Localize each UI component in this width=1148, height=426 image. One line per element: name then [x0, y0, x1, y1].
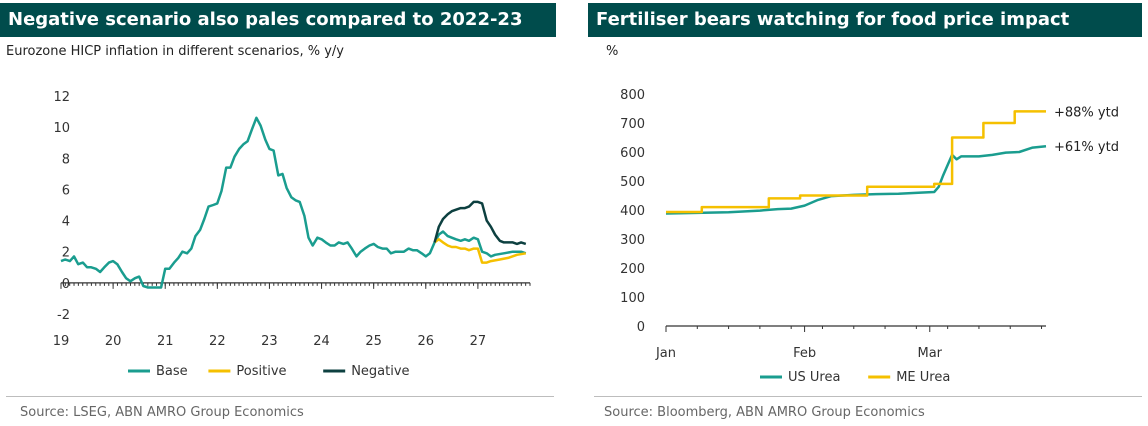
y-tick-label: 700 — [620, 117, 645, 132]
right-chart-source: Source: Bloomberg, ABN AMRO Group Econom… — [604, 405, 925, 420]
x-tick-label: 25 — [365, 334, 382, 349]
left-chart-subtitle: Eurozone HICP inflation in different sce… — [6, 44, 344, 59]
x-tick-label: 24 — [313, 334, 330, 349]
series-line-us-urea — [665, 144, 1047, 215]
left-chart-title: Negative scenario also pales compared to… — [0, 3, 556, 37]
legend-label-me-urea: ME Urea — [896, 370, 950, 385]
y-tick-label: 12 — [53, 90, 70, 105]
left-source-divider — [6, 396, 554, 397]
series-line-negative — [433, 200, 527, 246]
series-line-base — [60, 116, 527, 289]
y-tick-label: 600 — [620, 146, 645, 161]
x-tick-label: Jan — [655, 346, 676, 361]
y-tick-label: 300 — [620, 233, 645, 248]
y-tick-label: 4 — [62, 215, 70, 230]
y-tick-label: 10 — [53, 121, 70, 136]
series-line-me-urea — [666, 110, 1046, 214]
y-tick-label: 400 — [620, 204, 645, 219]
y-tick-label: 0 — [62, 277, 70, 292]
legend-label-base: Base — [156, 364, 188, 379]
x-tick-label: 23 — [261, 334, 278, 349]
legend-label-negative: Negative — [351, 364, 409, 379]
left-chart-panel: Negative scenario also pales compared to… — [0, 0, 556, 426]
legend-label-us-urea: US Urea — [788, 370, 840, 385]
x-tick-label: 21 — [157, 334, 174, 349]
y-tick-label: 6 — [62, 183, 70, 198]
y-tick-label: 200 — [620, 262, 645, 277]
annotation-label: +88% ytd — [1054, 105, 1119, 120]
x-tick-label: 27 — [470, 334, 487, 349]
x-tick-label: 20 — [105, 334, 122, 349]
y-tick-label: -2 — [57, 308, 70, 323]
x-tick-label: Mar — [917, 346, 942, 361]
y-tick-label: 500 — [620, 175, 645, 190]
right-chart-subtitle: % — [606, 44, 619, 59]
x-tick-label: 26 — [418, 334, 435, 349]
annotation-label: +61% ytd — [1054, 140, 1119, 155]
x-tick-label: 22 — [209, 334, 226, 349]
series-line-positive — [433, 238, 527, 264]
right-chart-title: Fertiliser bears watching for food price… — [588, 3, 1142, 37]
right-chart-panel: Fertiliser bears watching for food price… — [588, 0, 1148, 426]
y-tick-label: 100 — [620, 291, 645, 306]
x-tick-label: 19 — [53, 334, 70, 349]
y-tick-label: 800 — [620, 88, 645, 103]
right-chart: 0 100 200 300 400 500 600 700 800 Jan Feb Mar +88% y… — [620, 88, 1119, 385]
x-tick-label: Feb — [793, 346, 816, 361]
y-tick-label: 8 — [62, 152, 70, 167]
y-tick-label: 0 — [637, 320, 645, 335]
legend-label-positive: Positive — [236, 364, 286, 379]
right-source-divider — [594, 396, 1142, 397]
left-chart-source: Source: LSEG, ABN AMRO Group Economics — [20, 405, 304, 420]
y-tick-label: 2 — [62, 246, 70, 261]
